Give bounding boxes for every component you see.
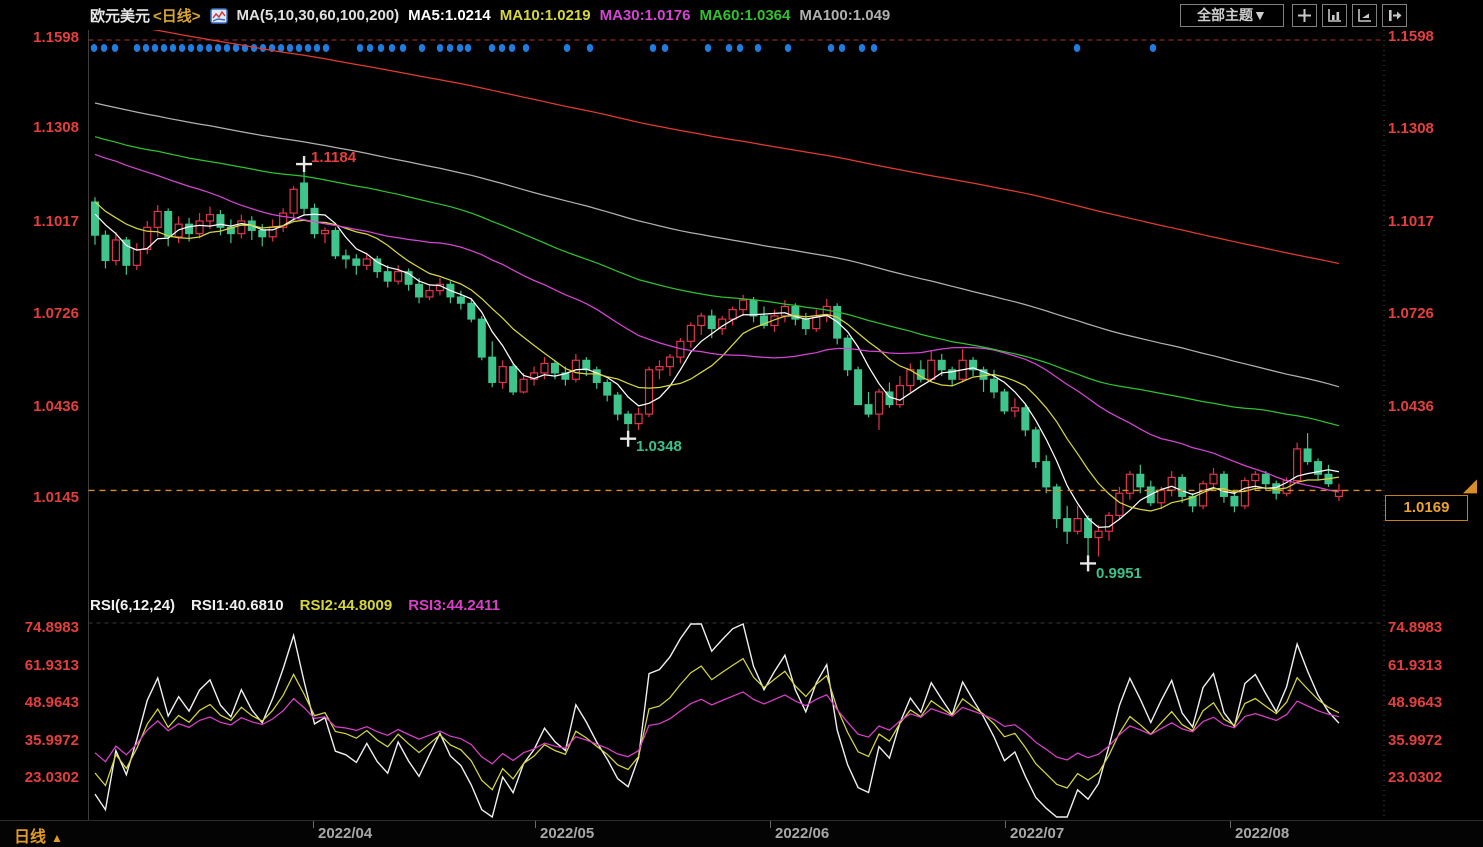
price-axis-label: 1.1308 [1388,120,1434,137]
last-price-box: 1.0169 [1385,495,1468,521]
theme-selector-button[interactable]: 全部主题▼ [1180,4,1284,27]
rsi2-value: RSI2:44.8009 [299,597,393,614]
price-axis-label: 1.0726 [1388,305,1434,322]
pan-crosshair-icon[interactable] [1292,4,1317,27]
legend-row: 欧元美元 <日线> MA(5,10,30,60,100,200) MA5:1.0… [90,5,890,26]
rsi-axis-label: 23.0302 [24,769,79,786]
rsi-axis-label: 48.9643 [24,694,79,711]
rsi-header: RSI(6,12,24) RSI1:40.6810 RSI2:44.8009 R… [90,597,500,614]
rsi-axis-label: 23.0302 [1388,769,1443,786]
rsi3-value: RSI3:44.2411 [408,597,500,614]
collapse-panel-icon[interactable] [1382,4,1407,27]
month-tick [535,821,536,828]
period-selector[interactable]: 日线 ▲ [14,823,63,847]
rsi-title: RSI(6,12,24) [90,597,176,614]
time-axis-bar: 日线 ▲ 2022/04 2022/05 2022/06 2022/07 2022… [0,820,1483,847]
price-axis-label: 1.1017 [33,213,79,230]
rsi1-value: RSI1:40.6810 [191,597,284,614]
period-label: 日线 [14,829,47,846]
ma5-value: MA5:1.0214 [408,7,491,24]
month-tick [1005,821,1006,828]
indicator-window-layout-icon[interactable] [1352,4,1377,27]
price-axis-label: 1.1598 [1388,28,1434,45]
price-axis-label: 1.0436 [33,398,79,415]
ma60-value: MA60:1.0364 [699,7,791,24]
ma10-value: MA10:1.0219 [499,7,591,24]
topbar: 欧元美元 <日线> MA(5,10,30,60,100,200) MA5:1.0… [0,0,1483,30]
swing-low-jul-label: 0.9951 [1096,565,1142,582]
rsi-axis-label: 48.9643 [1388,694,1443,711]
price-axis-label: 1.0145 [33,489,79,506]
rsi-axis-label: 61.9313 [24,657,79,674]
main-chart-canvas[interactable] [0,30,1483,820]
date-label: 2022/06 [775,825,830,842]
period-tag: <日线> [153,8,201,25]
rsi-axis-label: 35.9972 [1388,732,1443,749]
date-label: 2022/08 [1235,825,1290,842]
rsi-axis-label: 74.8983 [1388,619,1443,636]
ma30-value: MA30:1.0176 [599,7,691,24]
mini-chart-icon[interactable] [209,7,228,24]
month-tick [770,821,771,828]
price-axis-label: 1.0726 [33,305,79,322]
rsi-axis-label: 35.9972 [24,732,79,749]
swing-low-may-label: 1.0348 [636,438,682,455]
month-tick [313,821,314,828]
topbar-tools [1292,4,1407,27]
price-axis-label: 1.1308 [33,119,79,136]
date-label: 2022/05 [540,825,595,842]
rsi-axis-label: 61.9313 [1388,657,1443,674]
date-label: 2022/07 [1010,825,1065,842]
main-chart-layout-icon[interactable] [1322,4,1347,27]
rsi-axis-label: 74.8983 [24,619,79,636]
price-axis-label: 1.0436 [1388,398,1434,415]
ma100-value: MA100:1.049 [799,7,891,24]
price-axis-label: 1.1598 [33,29,79,46]
month-tick [1230,821,1231,828]
date-label: 2022/04 [318,825,373,842]
swing-high-label: 1.1184 [311,149,357,166]
ma-group-label: MA(5,10,30,60,100,200) [236,7,400,24]
symbol-name: 欧元美元 [90,8,151,25]
triangle-up-icon: ▲ [51,831,63,845]
price-axis-label: 1.1017 [1388,213,1434,230]
